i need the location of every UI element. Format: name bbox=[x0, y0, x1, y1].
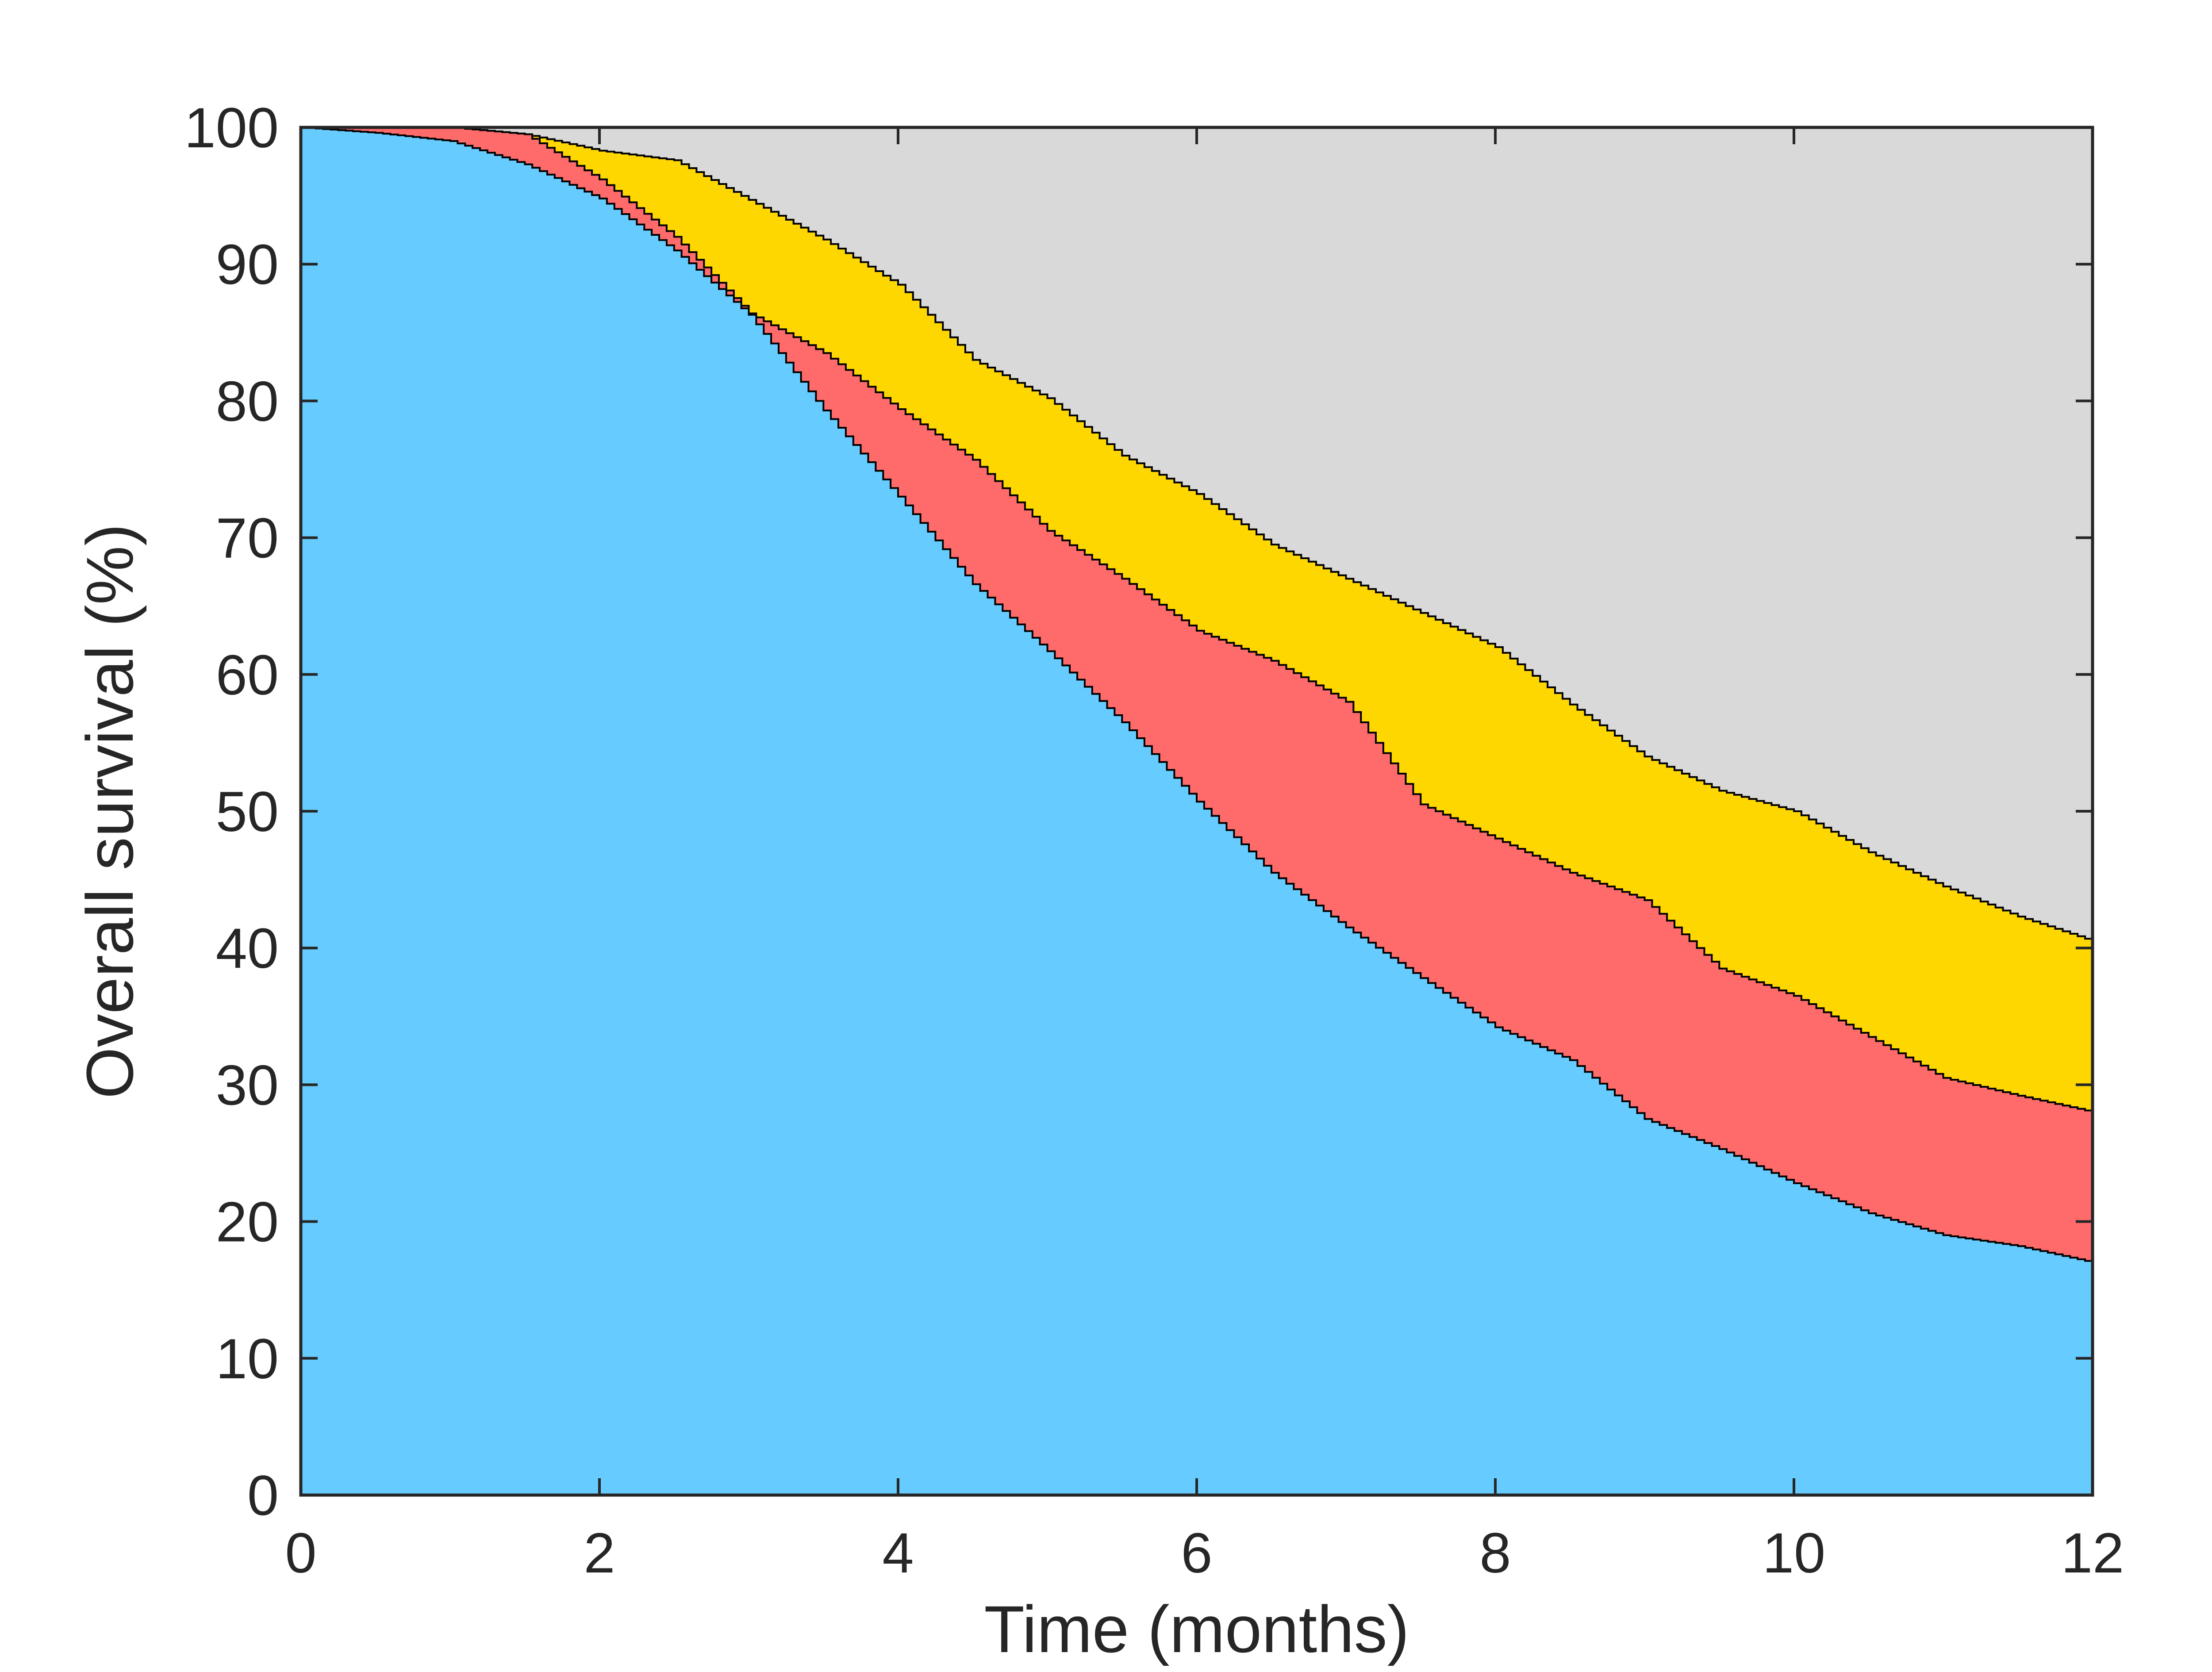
y-tick-label: 50 bbox=[216, 780, 279, 844]
x-tick-label: 10 bbox=[1763, 1522, 1825, 1585]
boundary-line-series-1 bbox=[301, 127, 2093, 1112]
y-tick-label: 0 bbox=[247, 1464, 279, 1527]
y-tick-label: 100 bbox=[184, 96, 279, 160]
x-axis-title: Time (months) bbox=[984, 1592, 1409, 1666]
areas-layer bbox=[301, 127, 2093, 1495]
boundary-line-series-0 bbox=[301, 127, 2093, 1263]
y-tick-label: 10 bbox=[216, 1327, 279, 1391]
y-tick-label: 40 bbox=[216, 917, 279, 980]
x-tick-label: 12 bbox=[2061, 1522, 2124, 1585]
area-series-0 bbox=[301, 127, 2093, 1495]
y-tick-label: 20 bbox=[216, 1191, 279, 1254]
x-tick-label: 2 bbox=[584, 1522, 615, 1585]
boundary-line-series-2 bbox=[301, 127, 2093, 941]
y-tick-label: 30 bbox=[216, 1054, 279, 1117]
y-tick-label: 60 bbox=[216, 644, 279, 707]
ticks-layer: 0 2 4 6 8 10 12 0 10 20 30 40 50 60 70 80 90 100 bbox=[184, 96, 2124, 1585]
y-tick-label: 70 bbox=[216, 507, 279, 570]
x-tick-label: 6 bbox=[1181, 1522, 1212, 1585]
x-tick-label: 4 bbox=[882, 1522, 914, 1585]
y-tick-label: 90 bbox=[216, 233, 279, 296]
y-axis-title: Overall survival (%) bbox=[73, 524, 147, 1099]
x-tick-label: 8 bbox=[1479, 1522, 1511, 1585]
x-tick-label: 0 bbox=[285, 1522, 316, 1585]
y-tick-label: 80 bbox=[216, 370, 279, 433]
